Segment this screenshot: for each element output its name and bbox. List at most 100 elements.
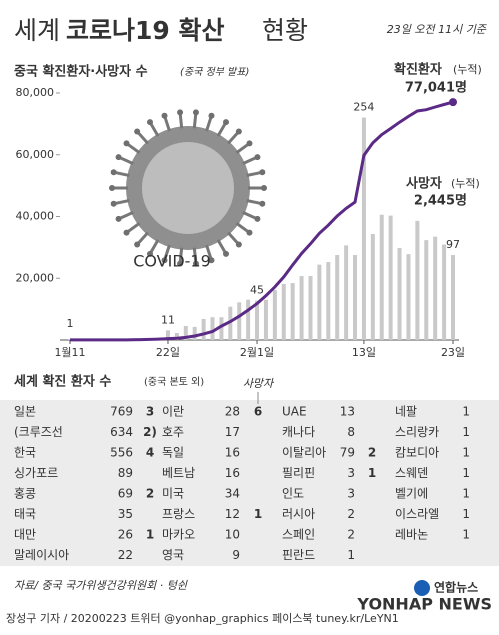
end-dot	[449, 98, 457, 107]
bar	[228, 306, 233, 340]
cases: 16	[225, 466, 240, 480]
bar	[361, 117, 366, 340]
date-note: 23일 오전 11시 기준	[387, 23, 487, 36]
cases: 1	[462, 507, 470, 521]
country: 스페인	[282, 528, 315, 542]
cases: 10	[225, 528, 240, 542]
x-tick-label: 22일	[156, 345, 180, 359]
image-label: COVID-19	[133, 252, 211, 271]
cases: 634	[110, 425, 133, 439]
x-tick-label: 1월11	[54, 346, 85, 359]
deaths: 2	[368, 446, 376, 460]
country: 스리랑카	[395, 425, 439, 439]
country: 호주	[162, 425, 184, 439]
deaths: 6	[254, 405, 262, 419]
cases: 69	[118, 487, 133, 501]
country: UAE	[282, 405, 307, 419]
country: 독일	[162, 446, 184, 460]
bar	[290, 283, 295, 340]
logo: 연합뉴스	[434, 580, 478, 595]
cases: 556	[110, 446, 133, 460]
country: 대만	[14, 528, 36, 542]
bar	[192, 326, 197, 340]
cases: 2	[347, 528, 355, 542]
bar	[397, 248, 402, 340]
bar	[174, 332, 179, 340]
cases: 12	[225, 507, 240, 521]
country: 캄보디아	[395, 446, 439, 460]
cases: 89	[118, 466, 133, 480]
deaths: 1	[254, 507, 262, 521]
virus-spike-tip	[192, 260, 199, 267]
y-tick-label: 20,000	[16, 271, 55, 284]
legend-name: 사망자	[406, 176, 442, 192]
virus-image	[109, 109, 267, 267]
bar	[201, 318, 206, 340]
bar	[237, 302, 242, 340]
virus-spike-tip	[110, 169, 117, 176]
bar	[415, 220, 420, 340]
country: 스웨덴	[395, 466, 428, 480]
bar	[406, 254, 411, 340]
table-note: (중국 본토 외)	[144, 376, 204, 388]
chart-subtitle: 중국 확진환자·사망자 수	[14, 64, 148, 80]
bar	[388, 215, 393, 340]
bar	[246, 299, 251, 340]
bar	[326, 262, 331, 340]
x-tick-label: 2월1일	[240, 345, 274, 359]
virus-spike-tip	[115, 215, 122, 222]
bar	[299, 276, 304, 340]
bar	[272, 290, 277, 340]
virus-spike-tip	[235, 128, 242, 135]
virus-spike-tip	[147, 119, 153, 126]
source: 자료/ 중국 국가위생건강위원회 · 텅쉰	[14, 579, 188, 592]
legend-note: (누적)	[453, 63, 482, 76]
country: 벨기에	[395, 487, 428, 501]
y-tick-label: 80,000	[16, 86, 55, 99]
cases: 1	[462, 487, 470, 501]
country: 베트남	[162, 466, 195, 480]
deaths: 2)	[143, 425, 157, 439]
cases: 1	[462, 528, 470, 542]
deaths: 2	[146, 487, 154, 501]
country: 일본	[14, 405, 36, 419]
country: 핀란드	[282, 548, 315, 562]
cases: 1	[462, 446, 470, 460]
virus-spike-tip	[134, 241, 141, 248]
country: 캐나다	[282, 425, 315, 439]
legend-note: (누적)	[451, 177, 480, 190]
bar	[335, 255, 340, 340]
virus-spike-tip	[223, 250, 229, 257]
bar	[424, 240, 429, 340]
y-tick-label: 40,000	[16, 210, 55, 223]
cases: 28	[225, 405, 240, 419]
virus-spike-tip	[259, 169, 266, 176]
bar	[451, 255, 455, 340]
death-header: 사망자	[243, 377, 275, 390]
country: 이탈리아	[282, 446, 326, 460]
bar	[165, 330, 170, 340]
cases: 17	[225, 425, 240, 439]
bar	[255, 300, 260, 340]
cases: 22	[118, 548, 133, 562]
country: 필리핀	[282, 466, 315, 480]
virus-spike-tip	[208, 257, 215, 264]
country: 이란	[162, 405, 184, 419]
cases: 1	[347, 548, 355, 562]
x-tick-label: 13일	[352, 345, 376, 359]
bar	[379, 214, 384, 340]
virus-spike-tip	[134, 128, 141, 135]
virus-spike-tip	[254, 154, 261, 161]
virus-spike-tip	[261, 185, 267, 191]
virus-spike-tip	[110, 200, 117, 207]
country: 프랑스	[162, 507, 195, 521]
virus-spike-tip	[177, 109, 184, 116]
cases: 2	[347, 507, 355, 521]
bar	[210, 317, 215, 340]
virus-spike-tip	[147, 250, 153, 257]
country: 러시아	[282, 507, 315, 521]
country: 말레이시아	[14, 548, 69, 562]
title-part: 코로나19 확산	[66, 16, 225, 45]
country: 한국	[14, 446, 36, 460]
